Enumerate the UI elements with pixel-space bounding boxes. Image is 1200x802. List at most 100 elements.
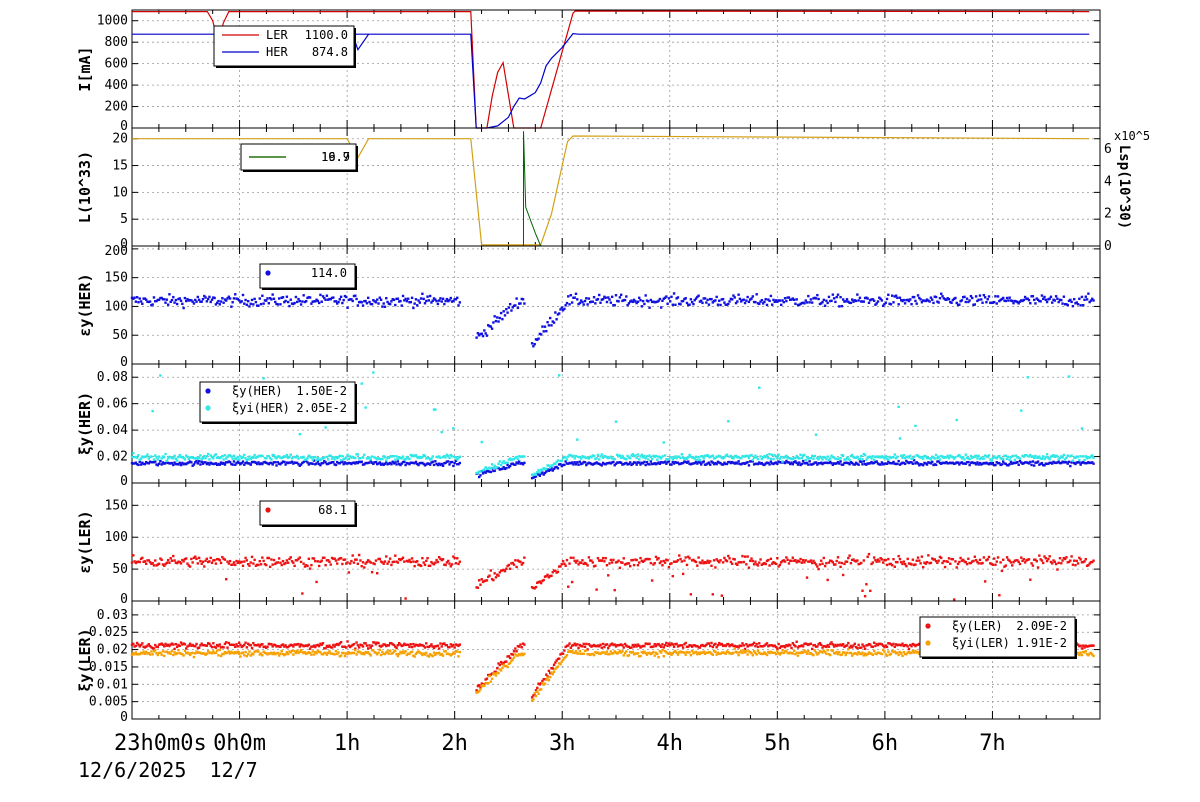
- data-point: [899, 437, 901, 439]
- data-point: [1068, 375, 1070, 377]
- data-point: [510, 309, 512, 311]
- y-tick-label: 15: [112, 159, 128, 174]
- data-point: [172, 464, 174, 466]
- data-point: [248, 650, 250, 652]
- data-point: [836, 651, 838, 653]
- data-point: [154, 559, 156, 561]
- data-point: [583, 303, 585, 305]
- data-point: [492, 321, 494, 323]
- data-point: [543, 330, 545, 332]
- data-point: [1027, 376, 1029, 378]
- data-point: [890, 653, 892, 655]
- data-point: [621, 650, 623, 652]
- data-point: [670, 562, 672, 564]
- data-point: [182, 560, 184, 562]
- data-point: [557, 459, 559, 461]
- data-point: [650, 460, 652, 462]
- data-point: [340, 459, 342, 461]
- data-point: [194, 645, 196, 647]
- data-point: [299, 300, 301, 302]
- data-point: [814, 455, 816, 457]
- data-point: [963, 458, 965, 460]
- data-point: [1055, 563, 1057, 565]
- data-point: [379, 649, 381, 651]
- data-point: [940, 557, 942, 559]
- data-point: [882, 561, 884, 563]
- data-point: [562, 653, 564, 655]
- data-point: [1082, 304, 1084, 306]
- data-point: [442, 298, 444, 300]
- data-point: [811, 301, 813, 303]
- data-point: [607, 296, 609, 298]
- data-point: [1069, 559, 1071, 561]
- data-point: [248, 456, 250, 458]
- data-point: [821, 563, 823, 565]
- data-point: [430, 643, 432, 645]
- data-point: [837, 556, 839, 558]
- data-point: [965, 453, 967, 455]
- data-point: [947, 455, 949, 457]
- data-point: [881, 558, 883, 560]
- data-point: [996, 302, 998, 304]
- data-point: [988, 295, 990, 297]
- data-point: [173, 648, 175, 650]
- data-point: [799, 454, 801, 456]
- data-point: [274, 461, 276, 463]
- data-point: [897, 555, 899, 557]
- data-point: [700, 463, 702, 465]
- data-point: [177, 649, 179, 651]
- data-point: [604, 557, 606, 559]
- data-point: [625, 650, 627, 652]
- data-point: [541, 325, 543, 327]
- data-point: [901, 563, 903, 565]
- data-point: [352, 554, 354, 556]
- data-point: [571, 301, 573, 303]
- data-point: [836, 560, 838, 562]
- data-point: [806, 576, 808, 578]
- data-point: [881, 653, 883, 655]
- data-point: [1045, 557, 1047, 559]
- data-point: [661, 643, 663, 645]
- data-point: [1057, 301, 1059, 303]
- data-point: [381, 458, 383, 460]
- data-point: [718, 300, 720, 302]
- data-point: [459, 456, 461, 458]
- data-point: [505, 568, 507, 570]
- data-point: [211, 299, 213, 301]
- data-point: [703, 460, 705, 462]
- data-point: [421, 557, 423, 559]
- data-point: [275, 464, 277, 466]
- data-point: [455, 562, 457, 564]
- data-point: [780, 456, 782, 458]
- data-point: [1092, 457, 1094, 459]
- data-point: [1014, 459, 1016, 461]
- data-point: [389, 557, 391, 559]
- data-point: [677, 296, 679, 298]
- data-point: [506, 311, 508, 313]
- data-point: [355, 641, 357, 643]
- data-point: [388, 560, 390, 562]
- data-point: [919, 562, 921, 564]
- data-point: [330, 563, 332, 565]
- data-point: [273, 559, 275, 561]
- data-point: [573, 457, 575, 459]
- data-point: [679, 558, 681, 560]
- data-point: [848, 554, 850, 556]
- data-point: [185, 647, 187, 649]
- data-point: [1085, 558, 1087, 560]
- data-point: [684, 642, 686, 644]
- data-point: [200, 563, 202, 565]
- data-point: [647, 458, 649, 460]
- data-point: [899, 558, 901, 560]
- data-point: [1002, 559, 1004, 561]
- data-point: [614, 458, 616, 460]
- data-point: [335, 300, 337, 302]
- data-point: [977, 562, 979, 564]
- y-axis-label: ξy(HER): [76, 392, 94, 455]
- data-point: [579, 461, 581, 463]
- data-point: [366, 644, 368, 646]
- data-point: [300, 561, 302, 563]
- data-point: [781, 649, 783, 651]
- data-point: [974, 303, 976, 305]
- data-point: [491, 678, 493, 680]
